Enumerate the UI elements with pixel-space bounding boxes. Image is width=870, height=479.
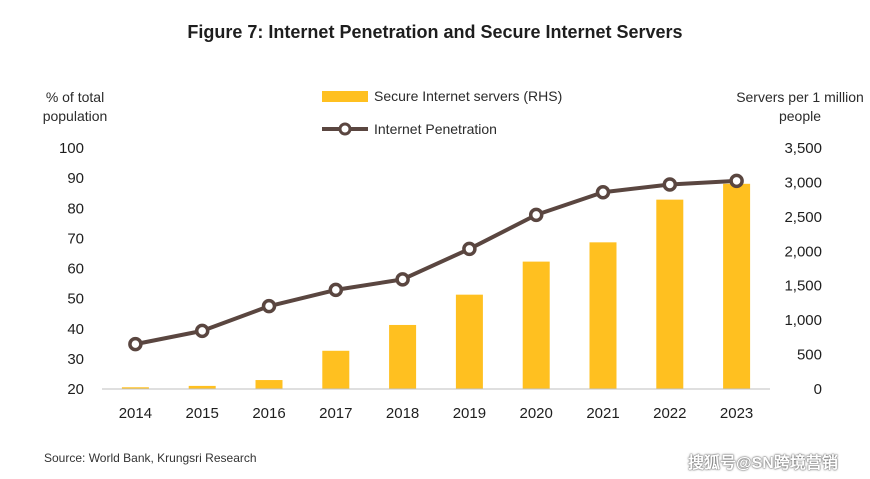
- bar-2022: [656, 199, 684, 389]
- right-tick-3,000: 3,000: [784, 174, 822, 191]
- legend-label-bars: Secure Internet servers (RHS): [374, 88, 563, 104]
- x-tick-2019: 2019: [453, 405, 486, 422]
- bar-2015: [188, 385, 216, 389]
- bar-2020: [522, 261, 550, 389]
- point-2023: [729, 173, 744, 189]
- chart-title: Figure 7: Internet Penetration and Secur…: [187, 22, 683, 42]
- left-tick-100: 100: [59, 140, 84, 157]
- left-tick-20: 20: [67, 381, 84, 398]
- source-note: Source: World Bank, Krungsri Research: [44, 451, 257, 465]
- right-tick-500: 500: [797, 347, 822, 364]
- right-tick-2,500: 2,500: [784, 209, 822, 226]
- point-2022: [662, 177, 678, 192]
- x-tick-2015: 2015: [186, 405, 219, 422]
- legend-item-line: Internet Penetration: [322, 119, 497, 139]
- point-2021: [595, 185, 611, 200]
- right-axis-title: Servers per 1 million people: [736, 89, 864, 124]
- point-2017: [328, 282, 344, 298]
- right-tick-3,500: 3,500: [784, 140, 822, 157]
- left-tick-30: 30: [67, 351, 84, 368]
- watermark: 搜狐号@SN跨境营销: [688, 455, 838, 472]
- right-tick-0: 0: [814, 381, 822, 398]
- point-2014: [128, 336, 143, 352]
- legend-label-line: Internet Penetration: [374, 121, 497, 137]
- x-tick-2023: 2023: [720, 405, 753, 422]
- left-tick-50: 50: [67, 291, 84, 308]
- bar-2016: [255, 380, 283, 389]
- bar-2018: [389, 324, 417, 389]
- left-tick-70: 70: [67, 230, 84, 247]
- bar-2017: [322, 350, 350, 389]
- x-tick-2014: 2014: [119, 405, 152, 422]
- left-tick-80: 80: [67, 200, 84, 217]
- point-2020: [528, 207, 544, 223]
- legend-item-bars: Secure Internet servers (RHS): [322, 86, 562, 106]
- right-tick-1,000: 1,000: [784, 312, 822, 329]
- point-2015: [194, 323, 210, 339]
- left-tick-40: 40: [67, 321, 84, 338]
- bar-2021: [589, 242, 617, 389]
- x-tick-2021: 2021: [586, 405, 619, 422]
- x-tick-2020: 2020: [520, 405, 553, 422]
- point-2019: [462, 241, 477, 257]
- right-tick-1,500: 1,500: [784, 278, 822, 295]
- x-tick-2022: 2022: [653, 405, 686, 422]
- legend-bar-swatch: [322, 90, 368, 102]
- left-tick-90: 90: [67, 170, 84, 187]
- point-2018: [395, 272, 410, 287]
- left-tick-60: 60: [67, 261, 84, 278]
- x-tick-2018: 2018: [386, 405, 419, 422]
- x-tick-2017: 2017: [319, 405, 352, 422]
- left-axis-title: % of total population: [42, 89, 108, 124]
- bar-2019: [455, 294, 483, 389]
- x-tick-2016: 2016: [252, 405, 285, 422]
- legend-line-swatch: [322, 122, 368, 136]
- line-internet-penetration: [135, 178, 737, 347]
- bar-2023: [723, 183, 751, 389]
- bar-2014: [121, 387, 149, 389]
- point-2016: [261, 298, 277, 314]
- right-tick-2,000: 2,000: [784, 243, 822, 260]
